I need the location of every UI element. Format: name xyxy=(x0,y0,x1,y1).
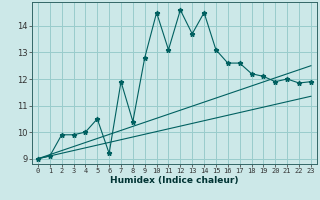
X-axis label: Humidex (Indice chaleur): Humidex (Indice chaleur) xyxy=(110,176,239,185)
